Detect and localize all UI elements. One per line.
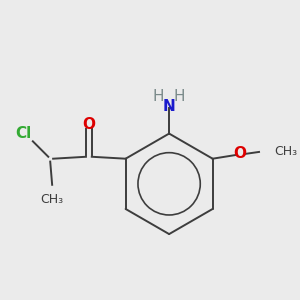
- Text: Cl: Cl: [15, 126, 31, 141]
- Text: H: H: [174, 89, 185, 104]
- Text: O: O: [82, 117, 95, 132]
- Text: O: O: [233, 146, 246, 161]
- Text: CH₃: CH₃: [40, 194, 64, 206]
- Text: CH₃: CH₃: [274, 146, 298, 158]
- Text: H: H: [153, 89, 164, 104]
- Text: N: N: [163, 99, 176, 114]
